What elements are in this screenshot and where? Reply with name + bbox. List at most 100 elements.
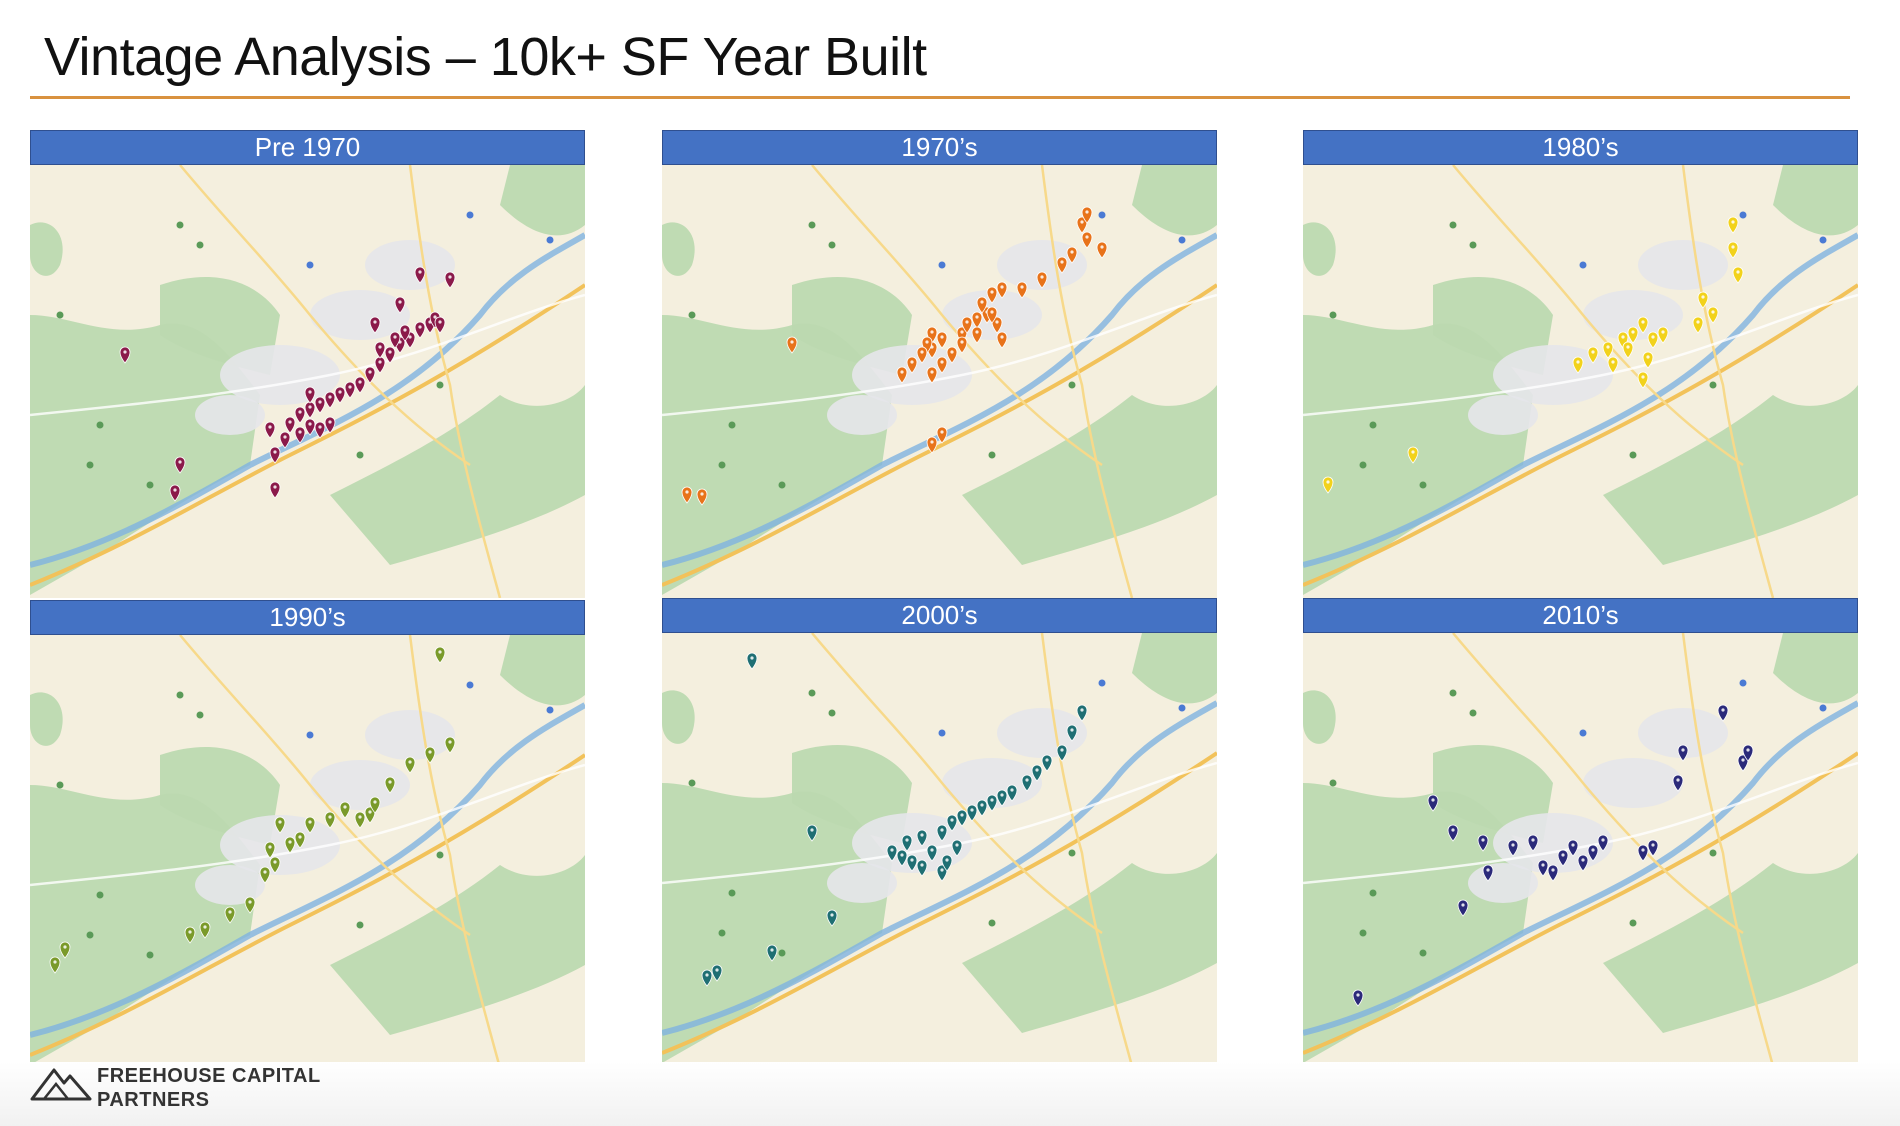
pin-shape <box>324 811 336 829</box>
landmark-marker <box>1629 919 1637 927</box>
pin-dot <box>1035 768 1039 772</box>
highway-line <box>662 283 1217 587</box>
landmark-marker <box>1629 451 1637 459</box>
pin-dot <box>1070 250 1074 254</box>
pin-shape <box>886 844 898 862</box>
property-pin-icon <box>1637 844 1649 862</box>
pin-dot <box>1000 335 1004 339</box>
property-pin-icon <box>996 789 1008 807</box>
pin-shape <box>1066 246 1078 264</box>
pin-dot <box>1746 748 1750 752</box>
landmark-marker <box>56 781 64 789</box>
landmark-marker <box>356 451 364 459</box>
property-pin-icon <box>424 746 436 764</box>
property-pin-icon <box>394 296 406 314</box>
poi-marker <box>1819 704 1827 712</box>
poi-marker <box>1819 236 1827 244</box>
park-area <box>30 315 260 595</box>
pin-shape <box>259 866 271 884</box>
pin-dot <box>1010 788 1014 792</box>
pin-shape <box>896 849 908 867</box>
pin-shape <box>826 909 838 927</box>
park-area <box>30 785 260 1065</box>
landmark-marker <box>1329 779 1337 787</box>
pin-shape <box>976 799 988 817</box>
pin-dot <box>1701 295 1705 299</box>
property-pin-icon <box>976 296 988 314</box>
property-pin-icon <box>936 864 948 882</box>
pin-dot <box>1741 758 1745 762</box>
pin-shape <box>424 746 436 764</box>
pin-shape <box>324 391 336 409</box>
road-line <box>662 293 1217 417</box>
pin-shape <box>916 346 928 364</box>
property-pin-icon <box>1352 989 1364 1007</box>
pin-dot <box>1621 335 1625 339</box>
property-pin-icon <box>1041 754 1053 772</box>
pin-dot <box>398 300 402 304</box>
mountain-logo-icon <box>30 1068 92 1101</box>
property-pin-icon <box>991 316 1003 334</box>
pin-shape <box>274 816 286 834</box>
property-pin-icon <box>279 431 291 449</box>
urban-area <box>1468 863 1538 903</box>
property-pin-icon <box>1482 864 1494 882</box>
pin-shape <box>1692 316 1704 334</box>
property-pin-icon <box>1076 216 1088 234</box>
pin-dot <box>995 320 999 324</box>
pin-dot <box>1025 778 1029 782</box>
pin-dot <box>403 328 407 332</box>
pin-shape <box>174 456 186 474</box>
pin-dot <box>1641 848 1645 852</box>
pin-shape <box>991 316 1003 334</box>
property-pin-icon <box>701 969 713 987</box>
pin-dot <box>1601 838 1605 842</box>
property-pin-icon <box>1407 446 1419 464</box>
pin-shape <box>344 381 356 399</box>
property-pin-icon <box>936 331 948 349</box>
property-pin-icon <box>906 854 918 872</box>
property-pin-icon <box>946 346 958 364</box>
property-pin-icon <box>766 944 778 962</box>
pin-shape <box>1036 271 1048 289</box>
pin-shape <box>354 376 366 394</box>
landmark-marker <box>1469 709 1477 717</box>
property-pin-icon <box>314 396 326 414</box>
road-line <box>811 165 1103 467</box>
pin-dot <box>1326 480 1330 484</box>
pin-dot <box>53 960 57 964</box>
property-pin-icon <box>369 316 381 334</box>
footer-band <box>0 1062 1900 1126</box>
pin-shape <box>1447 824 1459 842</box>
landmark-marker <box>196 711 204 719</box>
property-pin-icon <box>414 321 426 339</box>
landmark-marker <box>808 689 816 697</box>
pin-dot <box>273 860 277 864</box>
pin-dot <box>925 340 929 344</box>
pin-dot <box>1651 335 1655 339</box>
property-pin-icon <box>354 811 366 829</box>
property-pin-icon <box>364 806 376 824</box>
property-pin-icon <box>1697 291 1709 309</box>
property-pin-icon <box>1727 241 1739 259</box>
pin-dot <box>930 330 934 334</box>
property-pin-icon <box>364 366 376 384</box>
road-line <box>408 165 502 598</box>
property-pin-icon <box>224 906 236 924</box>
road-line <box>1681 165 1775 598</box>
pin-shape <box>696 488 708 506</box>
pin-dot <box>1681 748 1685 752</box>
pin-dot <box>990 290 994 294</box>
landmark-marker <box>1329 311 1337 319</box>
property-pin-icon <box>926 436 938 454</box>
property-pin-icon <box>184 926 196 944</box>
pin-dot <box>920 863 924 867</box>
pin-shape <box>986 306 998 324</box>
property-pin-icon <box>1507 839 1519 857</box>
pin-dot <box>368 810 372 814</box>
property-pin-icon <box>1537 859 1549 877</box>
road-line <box>1681 633 1775 1066</box>
pin-shape <box>294 831 306 849</box>
landmark-marker <box>1068 381 1076 389</box>
landmark-marker <box>356 921 364 929</box>
